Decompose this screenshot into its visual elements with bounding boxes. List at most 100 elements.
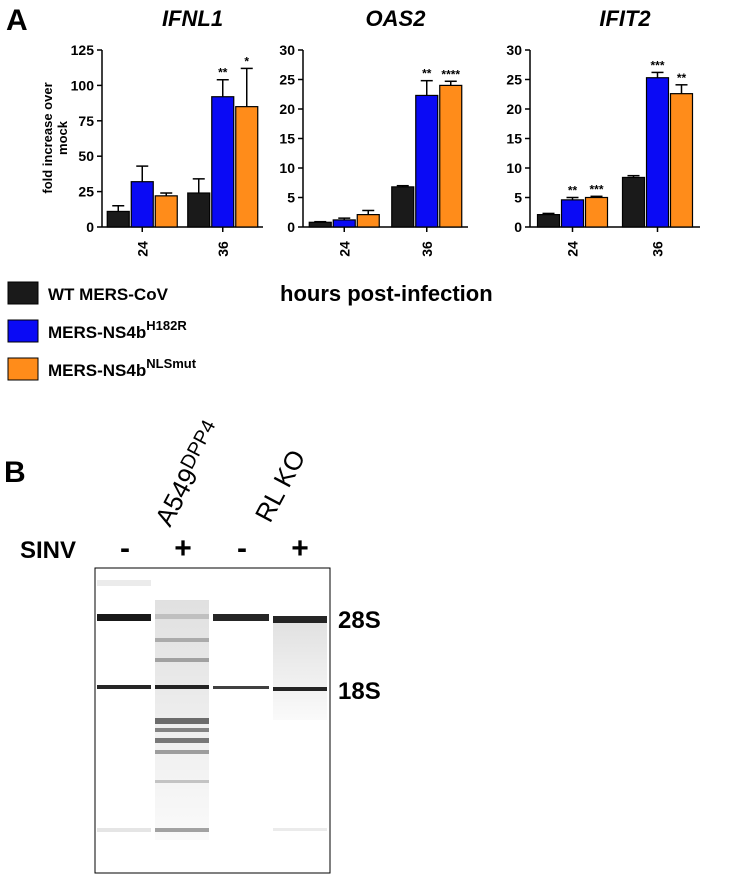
bar xyxy=(356,214,380,228)
bar xyxy=(669,93,694,228)
bar xyxy=(439,84,463,228)
significance: ** xyxy=(568,184,578,198)
bar xyxy=(187,192,211,228)
legend-label: MERS-NS4bH182R xyxy=(48,318,187,342)
x-tick-label: 24 xyxy=(565,241,581,257)
band xyxy=(155,718,209,724)
significance: ** xyxy=(422,67,432,81)
x-tick-label: 24 xyxy=(336,241,352,257)
significance: ** xyxy=(677,71,687,85)
legend-swatch xyxy=(7,319,39,343)
chart-title: IFIT2 xyxy=(599,6,651,31)
lane-label: + xyxy=(291,532,309,565)
y-tick-label: 30 xyxy=(279,42,295,58)
y-axis-label: fold increase over mock xyxy=(40,82,70,194)
bar xyxy=(391,186,415,228)
y-tick-label: 10 xyxy=(506,160,522,176)
y-tick-label: 20 xyxy=(506,101,522,117)
x-tick-label: 36 xyxy=(650,241,666,257)
bar xyxy=(584,196,609,228)
chart-title: OAS2 xyxy=(366,6,427,31)
panel-label: A xyxy=(6,4,28,37)
band-label: 18S xyxy=(338,678,381,705)
significance: ** xyxy=(218,66,228,80)
bar xyxy=(560,199,585,228)
legend-swatch xyxy=(7,357,39,381)
legend-label: WT MERS-CoV xyxy=(48,285,169,304)
bar xyxy=(130,181,154,228)
band xyxy=(155,728,209,732)
y-tick-label: 0 xyxy=(287,219,295,235)
band xyxy=(213,614,269,621)
legend-label-sup: H182R xyxy=(146,318,187,333)
y-tick-label: 0 xyxy=(514,219,522,235)
significance: **** xyxy=(441,67,460,81)
y-tick-label: 0 xyxy=(86,219,94,235)
bar xyxy=(308,221,332,228)
band xyxy=(155,614,209,619)
y-tick-label: 100 xyxy=(71,77,95,93)
y-tick-label: 25 xyxy=(279,72,295,88)
band xyxy=(155,750,209,754)
band xyxy=(97,614,151,621)
bar xyxy=(645,77,670,228)
x-tick-label: 36 xyxy=(215,241,231,257)
lane-label: - xyxy=(237,532,247,565)
legend-label-text: MERS-NS4b xyxy=(48,361,146,380)
x-tick-label: 36 xyxy=(419,241,435,257)
legend-swatch xyxy=(7,281,39,305)
band xyxy=(155,738,209,743)
significance: *** xyxy=(589,182,603,196)
bar xyxy=(621,176,646,228)
bar xyxy=(415,94,439,228)
x-tick-label: 24 xyxy=(134,241,150,257)
group-label-sup: DPP4 xyxy=(176,417,220,473)
gel xyxy=(94,567,331,874)
band xyxy=(273,828,327,831)
band xyxy=(155,780,209,783)
lane-label: + xyxy=(174,532,192,565)
band xyxy=(155,685,209,689)
y-tick-label: 20 xyxy=(279,101,295,117)
band xyxy=(273,687,327,691)
row-label: SINV xyxy=(20,537,76,564)
y-tick-label: 25 xyxy=(506,72,522,88)
y-tick-label: 15 xyxy=(279,131,295,147)
band xyxy=(155,658,209,662)
y-tick-label: 10 xyxy=(279,160,295,176)
chart-title: IFNL1 xyxy=(162,6,223,31)
band xyxy=(213,686,269,689)
x-axis-label: hours post-infection xyxy=(280,281,493,306)
significance: *** xyxy=(650,58,664,72)
smear xyxy=(273,620,327,720)
panel-label: B xyxy=(4,456,26,489)
bar xyxy=(536,214,561,228)
band xyxy=(155,638,209,642)
band xyxy=(273,616,327,623)
group-label: A549DPP4 xyxy=(148,417,228,531)
legend-label: MERS-NS4bNLSmut xyxy=(48,356,197,380)
bar xyxy=(211,96,235,228)
y-tick-label: 5 xyxy=(514,190,522,206)
significance: * xyxy=(244,54,249,68)
band xyxy=(97,828,151,832)
band xyxy=(97,685,151,689)
bar xyxy=(106,210,130,228)
band xyxy=(155,828,209,832)
lane-label: - xyxy=(120,532,130,565)
band xyxy=(97,580,151,586)
bar xyxy=(235,106,259,228)
bar xyxy=(154,195,178,228)
y-tick-label: 30 xyxy=(506,42,522,58)
y-tick-label: 25 xyxy=(78,184,94,200)
y-tick-label: 75 xyxy=(78,113,94,129)
group-label: RL KO xyxy=(249,445,312,527)
legend-label-text: MERS-NS4b xyxy=(48,323,146,342)
y-tick-label: 125 xyxy=(71,42,95,58)
bar xyxy=(332,219,356,228)
y-tick-label: 15 xyxy=(506,131,522,147)
gel-frame xyxy=(94,567,331,874)
legend-label-sup: NLSmut xyxy=(146,356,197,371)
y-tick-label: 50 xyxy=(78,148,94,164)
